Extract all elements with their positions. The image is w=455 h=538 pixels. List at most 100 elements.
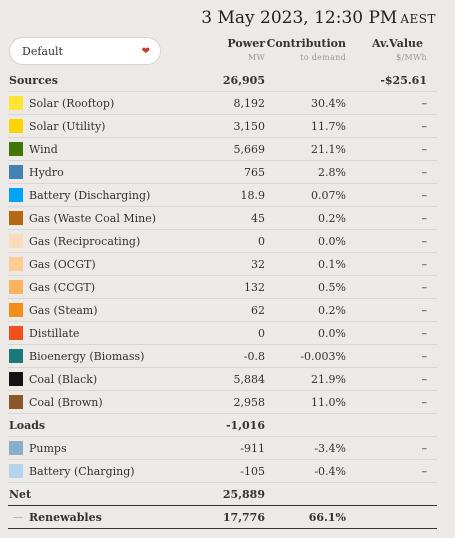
color-swatch[interactable]: [9, 464, 23, 478]
row-label: Solar (Utility): [29, 120, 106, 133]
table-row[interactable]: Gas (Steam) 62 0.2% –: [8, 299, 437, 322]
row-contribution: -0.4%: [314, 465, 346, 478]
table-row[interactable]: Coal (Brown) 2,958 11.0% –: [8, 391, 437, 414]
row-power: 132: [244, 281, 265, 294]
table-row[interactable]: Hydro 765 2.8% –: [8, 161, 437, 184]
loads-group-row[interactable]: Loads -1,016: [8, 414, 437, 437]
renewables-label: Renewables: [29, 511, 102, 524]
av-value-column-header[interactable]: Av.Value: [371, 37, 423, 50]
power-unit-label: MW: [247, 53, 265, 62]
row-power: 18.9: [240, 189, 266, 202]
contribution-sub-label: to demand: [300, 53, 346, 62]
row-av-value: –: [421, 396, 428, 409]
color-swatch[interactable]: [9, 234, 23, 248]
row-label: Solar (Rooftop): [29, 97, 115, 110]
table-row[interactable]: Bioenergy (Biomass) -0.8 -0.003% –: [8, 345, 437, 368]
row-label: Pumps: [29, 442, 67, 455]
group-label: Sources: [9, 74, 58, 87]
table-row[interactable]: Gas (OCGT) 32 0.1% –: [8, 253, 437, 276]
row-label: Distillate: [29, 327, 80, 340]
row-contribution: 21.9%: [311, 373, 346, 386]
row-contribution: 0.2%: [318, 304, 346, 317]
view-select-value: Default: [22, 44, 63, 58]
color-swatch[interactable]: [9, 119, 23, 133]
row-power: 3,150: [233, 120, 266, 133]
row-av-value: –: [421, 212, 428, 225]
row-power: -105: [240, 465, 265, 478]
renewables-row: Renewables 17,776 66.1%: [8, 506, 437, 529]
row-label: Wind: [29, 143, 58, 156]
timezone-label: AEST: [400, 12, 436, 26]
row-power: 0: [258, 235, 265, 248]
color-swatch[interactable]: [9, 96, 23, 110]
row-contribution: 0.0%: [318, 327, 346, 340]
row-contribution: 21.1%: [311, 143, 346, 156]
table-row[interactable]: Gas (Waste Coal Mine) 45 0.2% –: [8, 207, 437, 230]
row-contribution: 0.1%: [318, 258, 346, 271]
table-row[interactable]: Gas (Reciprocating) 0 0.0% –: [8, 230, 437, 253]
row-label: Battery (Discharging): [29, 189, 151, 202]
row-power: 8,192: [233, 97, 266, 110]
row-av-value: –: [421, 120, 428, 133]
row-av-value: –: [421, 465, 428, 478]
row-contribution: 11.7%: [311, 120, 346, 133]
row-av-value: –: [421, 143, 428, 156]
color-swatch[interactable]: [9, 441, 23, 455]
row-av-value: –: [421, 281, 428, 294]
view-select-dropdown[interactable]: Default ❤: [9, 37, 161, 65]
row-power: 2,958: [233, 396, 266, 409]
color-swatch[interactable]: [9, 326, 23, 340]
row-av-value: –: [421, 189, 428, 202]
color-swatch[interactable]: [9, 395, 23, 409]
row-contribution: 0.2%: [318, 212, 346, 225]
row-av-value: –: [421, 304, 428, 317]
color-swatch[interactable]: [9, 372, 23, 386]
row-av-value: –: [421, 235, 428, 248]
row-power: 45: [251, 212, 265, 225]
table-row[interactable]: Solar (Rooftop) 8,192 30.4% –: [8, 92, 437, 115]
date-time-text: 3 May 2023, 12:30 PM: [201, 8, 398, 28]
color-swatch[interactable]: [9, 142, 23, 156]
table-row[interactable]: Battery (Charging) -105 -0.4% –: [8, 460, 437, 483]
chevron-down-icon: ❤: [141, 45, 150, 57]
table-row[interactable]: Distillate 0 0.0% –: [8, 322, 437, 345]
row-power: -0.8: [243, 350, 265, 363]
group-power: 26,905: [222, 74, 265, 87]
color-swatch[interactable]: [9, 165, 23, 179]
row-power: -911: [240, 442, 265, 455]
color-swatch[interactable]: [9, 280, 23, 294]
row-contribution: 2.8%: [318, 166, 346, 179]
table-row[interactable]: Gas (CCGT) 132 0.5% –: [8, 276, 437, 299]
color-swatch[interactable]: [9, 303, 23, 317]
table-row[interactable]: Coal (Black) 5,884 21.9% –: [8, 368, 437, 391]
group-av-value: -$25.61: [380, 74, 427, 87]
row-label: Hydro: [29, 166, 64, 179]
row-av-value: –: [421, 166, 428, 179]
row-label: Coal (Black): [29, 373, 98, 386]
date-time-display: 3 May 2023, 12:30 PM AEST: [201, 8, 436, 28]
row-contribution: 11.0%: [311, 396, 346, 409]
row-power: 32: [251, 258, 265, 271]
row-contribution: 0.07%: [311, 189, 346, 202]
contribution-column-header[interactable]: Contribution: [266, 37, 346, 50]
color-swatch[interactable]: [9, 188, 23, 202]
row-contribution: -0.003%: [300, 350, 346, 363]
av-value-unit-label: $/MWh: [396, 53, 427, 62]
table-row[interactable]: Pumps -911 -3.4% –: [8, 437, 437, 460]
table-row[interactable]: Wind 5,669 21.1% –: [8, 138, 437, 161]
sources-group-row[interactable]: Sources 26,905 -$25.61: [8, 69, 437, 92]
row-power: 62: [251, 304, 265, 317]
row-label: Gas (Waste Coal Mine): [29, 212, 157, 225]
power-column-header[interactable]: Power: [227, 37, 265, 50]
group-label: Loads: [9, 419, 46, 432]
table-row[interactable]: Battery (Discharging) 18.9 0.07% –: [8, 184, 437, 207]
row-label: Gas (Steam): [29, 304, 98, 317]
color-swatch[interactable]: [9, 349, 23, 363]
row-label: Bioenergy (Biomass): [29, 350, 145, 363]
row-contribution: -3.4%: [314, 442, 346, 455]
group-power: -1,016: [225, 419, 265, 432]
color-swatch[interactable]: [9, 257, 23, 271]
color-swatch[interactable]: [9, 211, 23, 225]
row-contribution: 0.5%: [318, 281, 346, 294]
table-row[interactable]: Solar (Utility) 3,150 11.7% –: [8, 115, 437, 138]
